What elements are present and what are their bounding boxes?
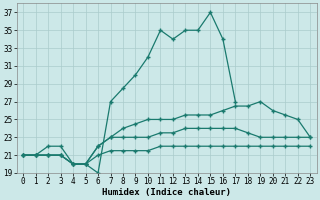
X-axis label: Humidex (Indice chaleur): Humidex (Indice chaleur) <box>102 188 231 197</box>
